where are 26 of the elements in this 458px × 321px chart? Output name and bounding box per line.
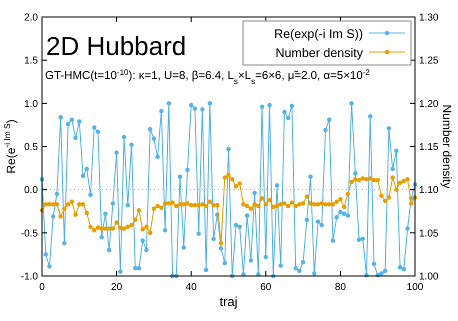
y2-tick-label: 1.10 xyxy=(419,185,439,196)
y-tick-label: 2.0 xyxy=(24,12,38,24)
y2-tick-label: 1.30 xyxy=(419,12,439,24)
text: GT-HMC(t=10$^{-10}$): κ=1, U=8, β=6.4, L$_{s}$×L$_{s}$=6×6, μ̃=2.0, α=5×10$^{-2}$ xyxy=(45,68,370,86)
x-tick-label: 100 xyxy=(406,282,424,293)
x-tick-label: 0 xyxy=(39,282,46,293)
y2-axis-title: Number density xyxy=(440,104,454,189)
legend-label: Number density xyxy=(275,46,364,60)
y2-tick-label: 1.05 xyxy=(419,228,439,240)
y-tick-label: 1.5 xyxy=(24,56,38,67)
y-tick-label: -1.0 xyxy=(20,272,38,282)
x-tick-label: 20 xyxy=(111,282,123,293)
x-tick-label: 60 xyxy=(260,282,272,293)
x-tick-label: 40 xyxy=(186,282,198,293)
y-tick-label: 1.0 xyxy=(24,98,38,110)
x-axis-title: traj xyxy=(219,294,238,309)
y-tick-label: 0.5 xyxy=(24,142,38,153)
legend-label: Re(exp(-i Im S)) xyxy=(274,27,363,41)
y-tick-label: 0.0 xyxy=(24,185,38,196)
text: 2D Hubbard xyxy=(46,31,186,61)
y2-tick-label: 1.00 xyxy=(419,272,439,282)
x-tick-label: 80 xyxy=(334,282,346,293)
y2-tick-label: 1.20 xyxy=(419,98,439,110)
y-tick-label: -0.5 xyxy=(20,228,38,240)
y2-tick-label: 1.15 xyxy=(419,142,439,153)
y2-tick-label: 1.25 xyxy=(419,56,439,67)
